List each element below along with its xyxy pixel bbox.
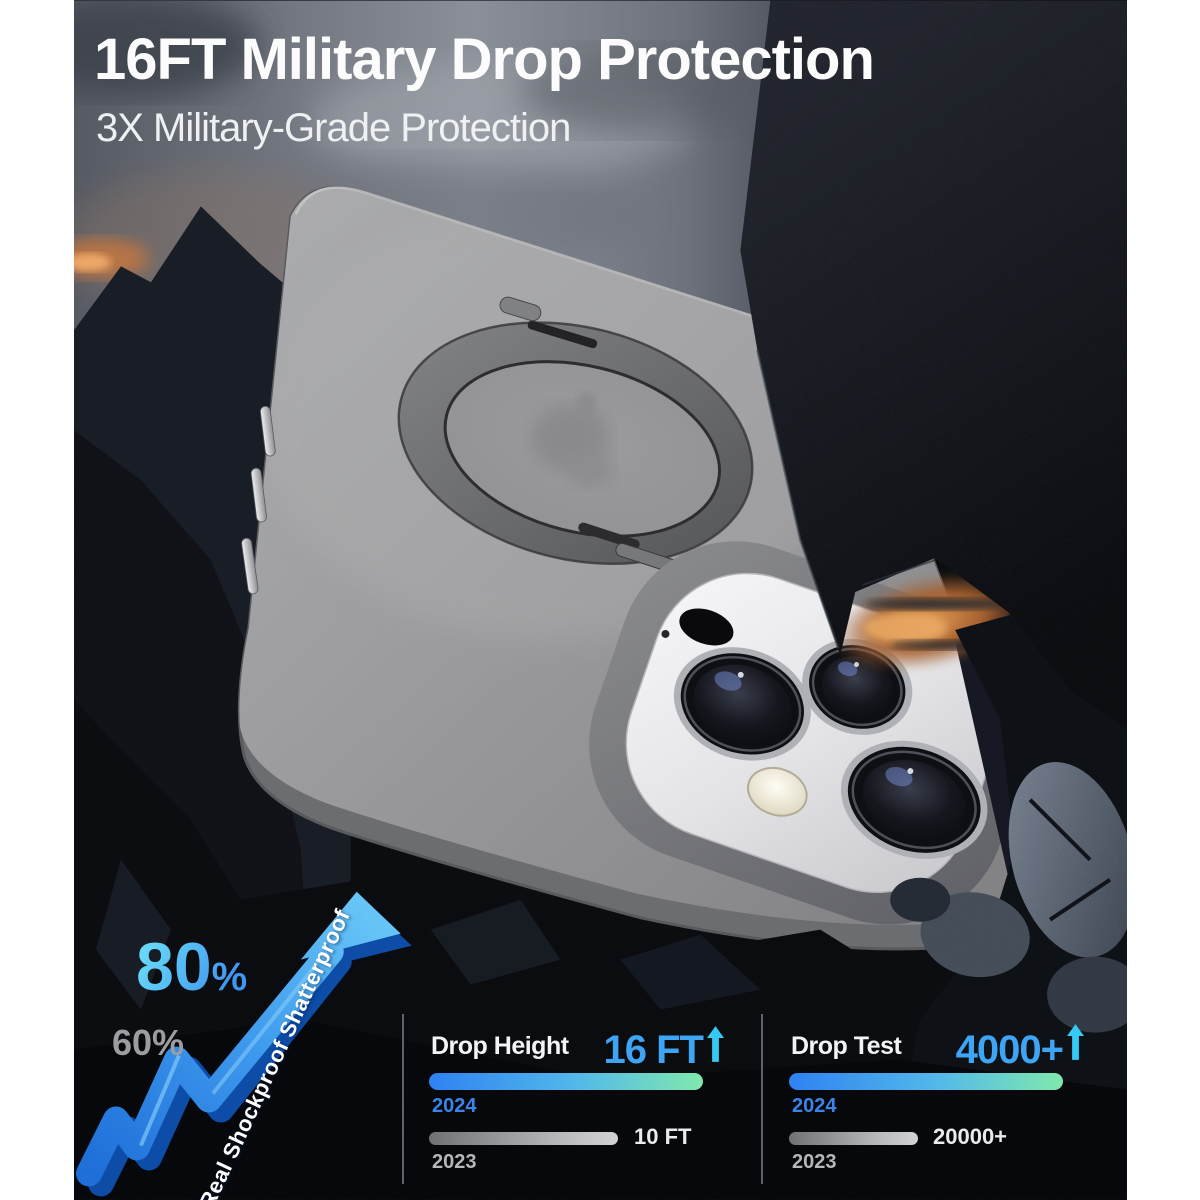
percent-number: 80 (136, 929, 212, 1005)
scene-illustration (74, 0, 1127, 1200)
improvement-percent-old: 60% (112, 1022, 185, 1063)
top-right-rock (740, 0, 1127, 735)
percent-sign: % (211, 955, 248, 999)
page-subtitle: 3X Military-Grade Protection (96, 106, 571, 150)
bottom-rocks (74, 614, 1127, 1200)
stat-label: Drop Test (791, 1032, 902, 1060)
sunset-clouds-core (863, 611, 948, 644)
stat-panel-drop-height: Drop Height 16 FT 2024 10 FT 2023 (429, 1014, 724, 1186)
product-photo-area (74, 0, 1127, 1200)
bar-previous-year (789, 1132, 918, 1145)
volume-button (250, 467, 267, 523)
kickstand-claw (499, 296, 542, 322)
camera-lens (673, 647, 811, 761)
case-top-edge-highlight (294, 186, 801, 333)
previous-value: 10 FT (634, 1124, 692, 1149)
apple-logo-shadow (530, 391, 615, 489)
bar-current-year (789, 1073, 1063, 1090)
up-arrow-icon (707, 1026, 724, 1067)
zigzag-arrow-icon (75, 891, 412, 1197)
flash-light (747, 767, 808, 817)
sensor-oval (679, 608, 734, 646)
cloud-wisp (865, 598, 1006, 610)
stat-value: 16 FT (603, 1028, 704, 1072)
up-arrow-icon (1067, 1022, 1084, 1067)
side-buttons (241, 405, 276, 595)
rock-edge-highlight (861, 559, 936, 586)
stat-panel-drop-test: Drop Test 4000+ 2024 20000+ 2023 (789, 1014, 1084, 1186)
side-button (241, 537, 259, 595)
ring-outline (397, 321, 754, 565)
ring-bottom-notch (578, 522, 640, 550)
cloud (520, 48, 781, 133)
cloud (74, 0, 261, 96)
year-label-old: 2023 (432, 1151, 477, 1173)
stat-label: Drop Height (431, 1032, 569, 1060)
previous-value: 20000+ (933, 1124, 1008, 1149)
page-title: 16FT Military Drop Protection (94, 27, 875, 92)
year-label-new: 2024 (432, 1095, 477, 1117)
stat-divider (761, 1014, 763, 1184)
camera-lens (840, 740, 988, 859)
rock-edge-highlight (756, 349, 840, 649)
year-label-new: 2024 (792, 1095, 837, 1117)
stat-value: 4000+ (955, 1028, 1064, 1072)
apple-logo-bottom (566, 452, 615, 489)
improvement-percent-new: 80% (136, 928, 247, 1006)
bar-current-year (429, 1073, 703, 1090)
year-label-old: 2023 (792, 1151, 837, 1173)
sunset-glow-core (74, 253, 111, 272)
microphone-dot (661, 629, 670, 638)
bar-previous-year (429, 1132, 619, 1145)
apple-logo-leaf (576, 391, 597, 418)
kickstand-slot (527, 320, 598, 349)
stat-divider (402, 1014, 404, 1184)
volume-button (259, 405, 276, 457)
